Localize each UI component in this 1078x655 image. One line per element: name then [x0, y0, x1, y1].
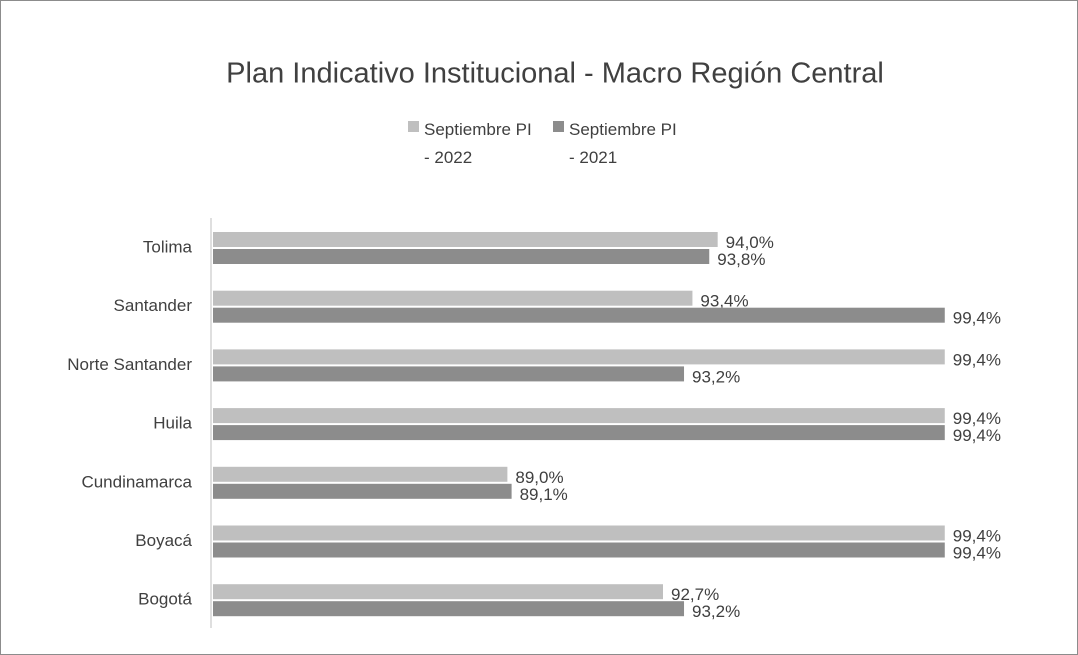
data-label: 99,4%: [953, 309, 1001, 328]
bar: [213, 290, 693, 306]
legend-swatch: [408, 121, 419, 132]
bar: [213, 425, 945, 441]
bar: [213, 307, 945, 323]
data-label: 89,0%: [515, 468, 563, 487]
y-tick-label: Tolima: [143, 237, 193, 256]
y-tick-label: Boyacá: [135, 531, 192, 550]
data-label: 92,7%: [671, 585, 719, 604]
chart-title: Plan Indicativo Institucional - Macro Re…: [226, 58, 884, 90]
legend-label: Septiembre PI - 2022: [424, 120, 532, 167]
bar: [213, 601, 685, 617]
legend: Septiembre PI - 2022 Septiembre PI - 2021: [408, 116, 684, 172]
bar: [213, 584, 663, 600]
data-label: 93,4%: [700, 292, 748, 311]
data-label: 99,4%: [953, 426, 1001, 445]
bar: [213, 525, 945, 541]
bar: [213, 483, 512, 499]
data-label: 94,0%: [726, 233, 774, 252]
data-label: 93,2%: [692, 367, 740, 386]
bar: [213, 542, 945, 558]
bar: [213, 232, 718, 247]
y-tick-label: Cundinamarca: [81, 472, 192, 491]
data-label: 93,8%: [717, 250, 765, 269]
bar: [213, 408, 945, 424]
data-label: 99,4%: [953, 543, 1001, 562]
y-tick-label: Santander: [114, 296, 193, 315]
y-tick-label: Bogotá: [138, 590, 192, 609]
data-label: 99,4%: [953, 350, 1001, 369]
y-tick-label: Norte Santander: [67, 355, 192, 374]
bar: [213, 366, 685, 382]
legend-item: Septiembre PI - 2022: [408, 116, 539, 172]
legend-label: Septiembre PI - 2021: [569, 120, 677, 167]
bar: [213, 249, 710, 264]
data-label: 99,4%: [953, 526, 1001, 545]
y-tick-label: Huila: [153, 414, 192, 433]
data-label: 93,2%: [692, 602, 740, 621]
bar: [213, 466, 508, 482]
data-label: 89,1%: [520, 485, 568, 504]
data-label: 99,4%: [953, 409, 1001, 428]
bar: [213, 349, 945, 365]
legend-item: Septiembre PI - 2021: [553, 116, 684, 172]
legend-swatch: [553, 121, 564, 132]
